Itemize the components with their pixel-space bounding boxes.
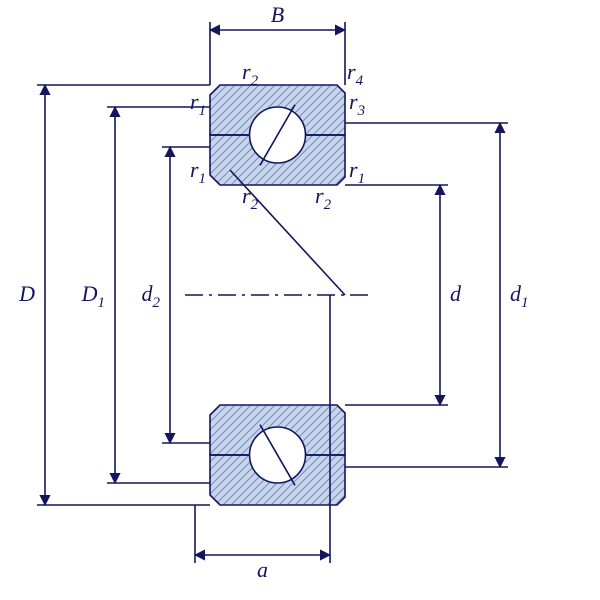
label-r2-inR: r2	[315, 183, 332, 213]
dim-d-label: d	[450, 281, 462, 306]
label-r4: r4	[347, 59, 364, 89]
bottom-ring-group	[210, 405, 345, 505]
dim-d1-label: d1	[510, 281, 529, 311]
label-r1-inR: r1	[349, 157, 365, 187]
label-r1-inL: r1	[190, 157, 206, 187]
label-r3: r3	[349, 89, 365, 119]
label-r1-topL: r1	[190, 89, 206, 119]
dim-B-label: B	[271, 2, 284, 27]
dim-D1-label: D1	[81, 281, 105, 311]
dim-D-label: D	[18, 281, 35, 306]
dim-d2-label: d2	[142, 281, 161, 311]
label-r2-inL: r2	[242, 183, 259, 213]
bearing-cross-section-diagram: BaDD1d2dd1r2r4r1r3r1r1r2r2	[0, 0, 600, 600]
dim-a-label: a	[257, 557, 268, 582]
